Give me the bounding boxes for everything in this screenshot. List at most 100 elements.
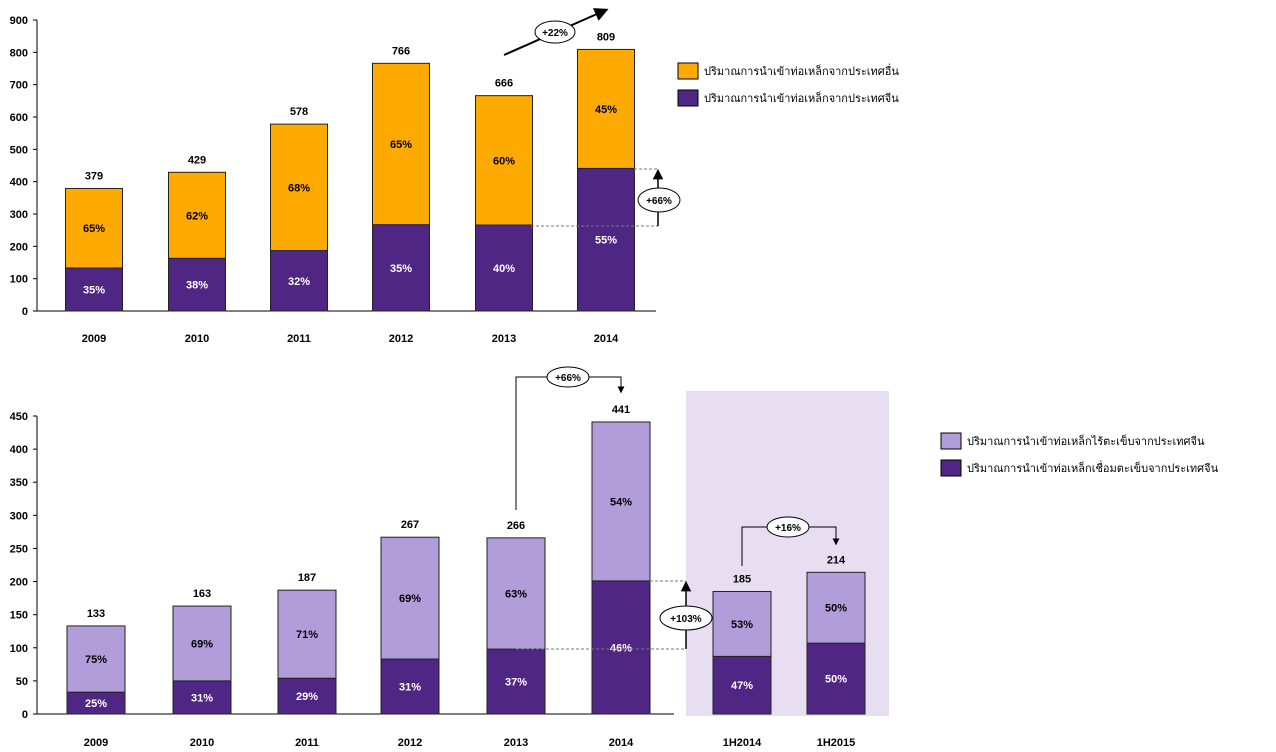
bar-segment	[172, 605, 232, 682]
y-tick-label: 800	[10, 47, 28, 59]
y-tick-label: 500	[10, 144, 28, 156]
y-tick-label: 300	[10, 209, 28, 221]
segment-percent-label: 50%	[825, 603, 847, 615]
y-tick-label: 400	[10, 444, 28, 456]
x-tick-label: 2014	[609, 737, 634, 749]
x-tick-label: 2012	[398, 737, 422, 749]
legend-label: ปริมาณการนำเข้าท่อเหล็กจากประเทศอื่น	[704, 63, 899, 78]
segment-percent-label: 47%	[731, 680, 753, 692]
bar-total-label: 185	[733, 573, 751, 585]
segment-percent-label: 71%	[296, 629, 318, 641]
x-tick-label: 2011	[287, 333, 311, 345]
bar-total-label: 441	[612, 404, 630, 416]
bar-total-label: 666	[495, 78, 513, 90]
y-tick-label: 100	[10, 274, 28, 286]
segment-percent-label: 31%	[399, 682, 421, 694]
bar-segment	[712, 590, 772, 657]
segment-percent-label: 54%	[610, 496, 632, 508]
bar-total-label: 766	[392, 45, 410, 57]
bar-segment	[66, 625, 126, 693]
bar-total-label: 163	[193, 588, 211, 600]
segment-percent-label: 38%	[186, 280, 208, 292]
bars: 25% 75% 133 2009 31% 69% 163 2010 29% 71% 187 2011 3…	[66, 404, 866, 749]
bar-segment	[577, 48, 635, 169]
x-tick-label: 1H2015	[817, 737, 856, 749]
x-tick-label: 2009	[84, 737, 108, 749]
chart-china-imports: 0 50 100 150 200 250 300 350 400 450 25% 75% 133 200…	[10, 366, 1219, 749]
callout-66: +66%	[555, 373, 581, 384]
callout-103: +103%	[670, 614, 702, 625]
legend: ปริมาณการนำเข้าท่อเหล็กไร้ตะเข็บจากประเท…	[940, 432, 1219, 477]
bar-segment	[475, 224, 533, 312]
x-tick-label: 2013	[504, 737, 528, 749]
bar-segment	[372, 62, 430, 226]
bar-total-label: 266	[507, 520, 525, 532]
legend-label: ปริมาณการนำเข้าท่อเหล็กจากประเทศจีน	[704, 91, 899, 105]
segment-percent-label: 62%	[186, 210, 208, 222]
callout-66: +66%	[646, 196, 672, 207]
bar-segment	[475, 95, 533, 226]
segment-percent-label: 63%	[505, 588, 527, 600]
x-tick-label: 2011	[295, 737, 319, 749]
callout-22: +22%	[542, 28, 568, 39]
bar-segment	[270, 123, 328, 252]
segment-percent-label: 37%	[505, 677, 527, 689]
segment-percent-label: 32%	[288, 276, 310, 288]
chart-total-imports: 0 100 200 300 400 500 600 700 800 900 35% 65% 379 20…	[10, 8, 899, 345]
segment-percent-label: 31%	[191, 692, 213, 704]
bar-total-label: 133	[87, 608, 105, 620]
bar-segment	[591, 580, 651, 715]
bar-segment	[486, 648, 546, 715]
bar-total-label: 429	[188, 154, 206, 166]
legend: ปริมาณการนำเข้าท่อเหล็กจากประเทศอื่นปริม…	[677, 62, 899, 107]
segment-percent-label: 69%	[399, 593, 421, 605]
bar-segment	[380, 536, 440, 660]
callout-ellipse	[534, 20, 576, 44]
y-tick-label: 900	[10, 15, 28, 27]
y-tick-label: 0	[22, 709, 28, 721]
bar-segment	[806, 571, 866, 644]
legend-swatch	[677, 62, 699, 80]
y-tick-label: 50	[16, 676, 28, 688]
y-tick-label: 100	[10, 643, 28, 655]
callout-16: +16%	[775, 523, 801, 534]
segment-percent-label: 35%	[83, 284, 105, 296]
segment-percent-label: 35%	[390, 263, 412, 275]
y-tick-label: 250	[10, 543, 28, 555]
annotations: +66% +103% +16%	[515, 366, 840, 650]
segment-percent-label: 40%	[493, 263, 515, 275]
bar-segment	[277, 589, 337, 679]
callout-ellipse	[637, 187, 681, 213]
bar-total-label: 809	[597, 31, 615, 43]
segment-percent-label: 45%	[595, 104, 617, 116]
bar-segment	[65, 187, 123, 269]
y-tick-label: 0	[22, 306, 28, 318]
y-tick-label: 150	[10, 610, 28, 622]
bar-segment	[270, 250, 328, 312]
segment-percent-label: 69%	[191, 638, 213, 650]
x-tick-label: 2012	[389, 333, 413, 345]
bar-total-label: 379	[85, 170, 103, 182]
segment-percent-label: 68%	[288, 182, 310, 194]
y-tick-label: 700	[10, 80, 28, 92]
y-axis: 0 50 100 150 200 250 300 350 400 450	[10, 411, 674, 721]
legend-label: ปริมาณการนำเข้าท่อเหล็กไร้ตะเข็บจากประเท…	[967, 434, 1205, 448]
y-tick-label: 200	[10, 241, 28, 253]
x-tick-label: 2010	[185, 333, 209, 345]
segment-percent-label: 65%	[83, 223, 105, 235]
bar-segment	[65, 267, 123, 312]
x-tick-label: 2010	[190, 737, 214, 749]
segment-percent-label: 50%	[825, 674, 847, 686]
y-tick-label: 450	[10, 411, 28, 423]
y-axis: 0 100 200 300 400 500 600 700 800 900	[10, 15, 656, 318]
legend-swatch	[940, 432, 962, 450]
bar-total-label: 187	[298, 572, 316, 584]
legend-swatch	[940, 459, 962, 477]
bars: 35% 65% 379 2009 38% 62% 429 2010 32% 68% 578 2011 3…	[65, 31, 635, 345]
x-tick-label: 2013	[492, 333, 516, 345]
legend-label: ปริมาณการนำเข้าท่อเหล็กเชื่อมตะเข็บจากปร…	[967, 460, 1219, 475]
callout-ellipse	[766, 516, 810, 538]
segment-percent-label: 60%	[493, 155, 515, 167]
segment-percent-label: 25%	[85, 698, 107, 710]
bar-segment	[372, 224, 430, 312]
